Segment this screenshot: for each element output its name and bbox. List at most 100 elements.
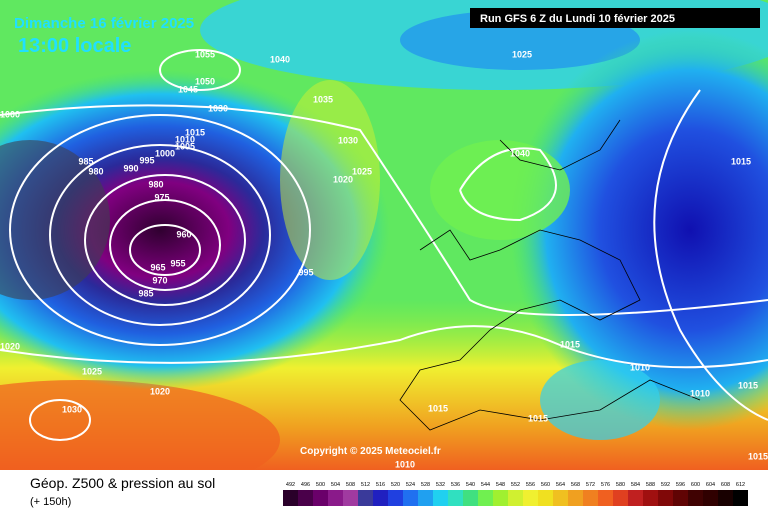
isobar-label: 1025: [82, 366, 102, 376]
isobar-label: 1020: [150, 386, 170, 396]
scale-swatch: [313, 490, 328, 506]
scale-swatch: [388, 490, 403, 506]
isobar-label: 1025: [352, 166, 372, 176]
scale-swatch: [688, 490, 703, 506]
scale-swatch: [283, 490, 298, 506]
isobar-label: 995: [139, 155, 154, 165]
isobar-label: 1005: [175, 141, 195, 151]
scale-label: 604: [706, 482, 715, 488]
isobar-label: 1030: [208, 103, 228, 113]
scale-label: 584: [631, 482, 640, 488]
scale-swatch: [643, 490, 658, 506]
isobar-label: 1040: [510, 148, 530, 158]
run-box: [470, 8, 760, 28]
scale-label: 560: [541, 482, 550, 488]
scale-label: 528: [421, 482, 430, 488]
isobar-label: 1040: [270, 54, 290, 64]
isobar-label: 1045: [178, 84, 198, 94]
scale-label: 564: [556, 482, 565, 488]
isobar-label: 1015: [748, 451, 768, 461]
scale-label: 592: [661, 482, 670, 488]
scale-label: 500: [316, 482, 325, 488]
isobar-label: 1055: [195, 49, 215, 59]
isobar-label: 990: [123, 163, 138, 173]
isobar-label: 1015: [428, 403, 448, 413]
scale-swatch: [493, 490, 508, 506]
map-time: 13:00 locale: [18, 35, 131, 57]
scale-swatch: [373, 490, 388, 506]
scale-label: 568: [571, 482, 580, 488]
scale-swatch: [298, 490, 313, 506]
scale-swatch: [598, 490, 613, 506]
isobar-label: 1020: [0, 341, 20, 351]
scale-label: 608: [721, 482, 730, 488]
scale-label: 552: [511, 482, 520, 488]
scale-swatch: [718, 490, 733, 506]
coastlines: [399, 119, 701, 431]
isobar-label: 1015: [528, 413, 548, 423]
scale-label: 504: [331, 482, 340, 488]
isobar-label: 1010: [395, 459, 415, 469]
scale-label: 612: [736, 482, 745, 488]
isobar-label: 1015: [185, 127, 205, 137]
isobar-label: 1010: [175, 134, 195, 144]
scale-label: 524: [406, 482, 415, 488]
scale-swatch: [358, 490, 373, 506]
scale-swatch: [673, 490, 688, 506]
isobar-label: 995: [298, 267, 313, 277]
scale-swatch: [628, 490, 643, 506]
scale-label: 520: [391, 482, 400, 488]
isobar-label: 1015: [738, 380, 758, 390]
isobar-label: 1020: [333, 174, 353, 184]
scale-label: 536: [451, 482, 460, 488]
scale-label: 548: [496, 482, 505, 488]
isobar-label: 975: [154, 192, 169, 202]
isobar-label: 1010: [690, 388, 710, 398]
scale-label: 512: [361, 482, 370, 488]
scale-swatch: [328, 490, 343, 506]
isobar-label: 1035: [313, 94, 333, 104]
map-date: Dimanche 16 février 2025: [14, 15, 194, 32]
isobar-label: 1000: [0, 109, 20, 119]
scale-label: 508: [346, 482, 355, 488]
isobar-label: 1010: [630, 362, 650, 372]
isobar-label: 1030: [338, 135, 358, 145]
scale-swatch: [583, 490, 598, 506]
scale-label: 532: [436, 482, 445, 488]
scale-swatch: [463, 490, 478, 506]
scale-label: 580: [616, 482, 625, 488]
isobar-label: 960: [176, 229, 191, 239]
scale-swatch: [613, 490, 628, 506]
map-background: [0, 0, 768, 500]
scale-swatch: [553, 490, 568, 506]
isobar-label: 1025: [512, 49, 532, 59]
scale-swatch: [343, 490, 358, 506]
isobar-label: 955: [170, 258, 185, 268]
copyright: Copyright © 2025 Meteociel.fr: [300, 446, 441, 457]
isobar-label: 970: [152, 275, 167, 285]
isobar-label: 1015: [560, 339, 580, 349]
isobar-label: 1015: [731, 156, 751, 166]
scale-label: 576: [601, 482, 610, 488]
scale-label: 596: [676, 482, 685, 488]
isobar-label: 965: [150, 262, 165, 272]
isobar-label: 985: [138, 288, 153, 298]
scale-swatch: [508, 490, 523, 506]
scale-label: 572: [586, 482, 595, 488]
scale-swatch: [478, 490, 493, 506]
scale-label: 516: [376, 482, 385, 488]
isobar-label: 980: [88, 166, 103, 176]
scale-label: 544: [481, 482, 490, 488]
scale-label: 556: [526, 482, 535, 488]
isobar-label: 1000: [155, 148, 175, 158]
scale-label: 588: [646, 482, 655, 488]
scale-label: 492: [286, 482, 295, 488]
scale-swatch: [403, 490, 418, 506]
isobars: [0, 49, 768, 441]
scale-swatch: [733, 490, 748, 506]
scale-swatch: [703, 490, 718, 506]
caption: Géop. Z500 & pression au sol: [30, 475, 215, 491]
scale-label: 600: [691, 482, 700, 488]
scale-swatch: [538, 490, 553, 506]
